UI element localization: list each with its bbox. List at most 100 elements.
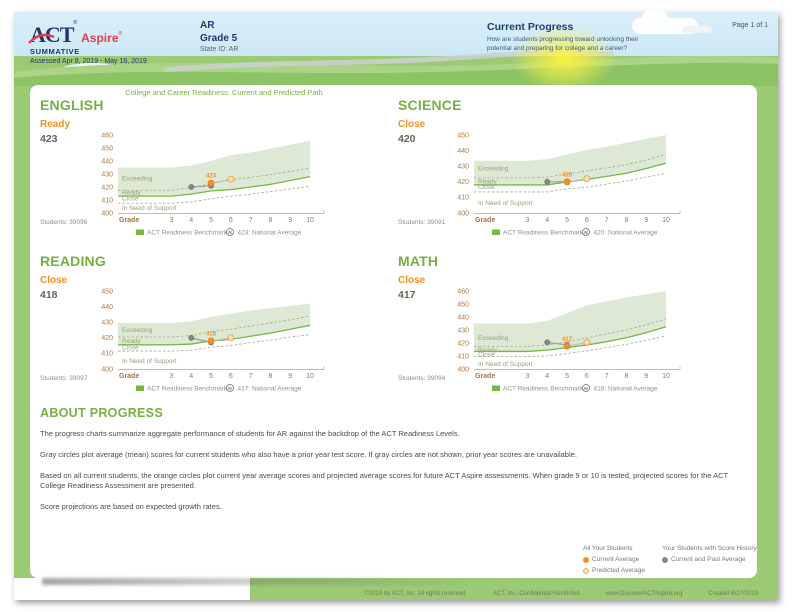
- svg-text:ACT Readiness Benchmark: ACT Readiness Benchmark: [147, 230, 228, 237]
- current-average-point: [207, 179, 215, 187]
- act-logo-text: ACT: [30, 22, 74, 47]
- benchmark-legend-swatch: [492, 385, 500, 391]
- grade-label: Grade 5: [200, 33, 238, 44]
- legend-label: Current and Past Average: [671, 556, 746, 563]
- national-average-icon: [582, 384, 590, 392]
- svg-text:460: 460: [457, 288, 469, 295]
- prior-average-point: [188, 334, 195, 341]
- svg-text:430: 430: [457, 164, 469, 171]
- subject-title: MATH: [398, 253, 439, 269]
- svg-text:5: 5: [209, 373, 213, 380]
- svg-text:430: 430: [101, 320, 113, 327]
- svg-text:In Need of Support: In Need of Support: [478, 361, 533, 368]
- prior-average-point: [188, 184, 195, 190]
- past-average-dot-icon: [662, 556, 668, 563]
- svg-text:440: 440: [457, 148, 469, 155]
- program-label: SUMMATIVE: [30, 47, 80, 56]
- svg-text:Exceeding: Exceeding: [122, 176, 153, 183]
- svg-text:420: 420: [457, 179, 469, 186]
- svg-text:Exceeding: Exceeding: [478, 335, 509, 342]
- svg-text:8: 8: [269, 373, 273, 380]
- svg-text:3: 3: [170, 217, 174, 224]
- readiness-level: Close: [398, 275, 426, 286]
- subject-title: ENGLISH: [40, 97, 104, 113]
- svg-text:450: 450: [457, 301, 469, 308]
- svg-text:9: 9: [644, 373, 648, 380]
- about-paragraph: Score projections are based on expected …: [40, 502, 222, 511]
- svg-text:N: N: [228, 386, 232, 392]
- svg-text:Ready: Ready: [122, 189, 142, 196]
- svg-text:5: 5: [565, 217, 569, 224]
- readiness-level: Close: [40, 275, 68, 286]
- svg-text:6: 6: [585, 373, 589, 380]
- panel-english: ENGLISH Ready 423 Students: 39096: [40, 97, 110, 226]
- current-average-point: [207, 337, 215, 345]
- svg-text:Grade: Grade: [475, 373, 495, 380]
- current-average-label: 418: [206, 331, 217, 337]
- svg-text:9: 9: [288, 217, 292, 224]
- predicted-average-point: [227, 175, 235, 183]
- svg-text:5: 5: [209, 217, 213, 224]
- readiness-band: [118, 140, 311, 197]
- svg-text:ACT Readiness Benchmark: ACT Readiness Benchmark: [503, 230, 584, 237]
- average-score: 417: [398, 289, 416, 301]
- legend-item: Current Average: [583, 556, 645, 563]
- assessed-dates: Assessed Apr 8, 2019 - May 16, 2019: [30, 58, 147, 65]
- svg-text:400: 400: [101, 210, 113, 217]
- svg-text:400: 400: [457, 210, 469, 217]
- readiness-level: Close: [398, 119, 426, 130]
- svg-text:6: 6: [229, 373, 233, 380]
- section-header: Current Progress How are students progre…: [487, 21, 645, 53]
- current-average-point: [563, 178, 571, 186]
- about-progress-section: ABOUT PROGRESS The progress charts summa…: [40, 406, 746, 523]
- benchmark-legend-swatch: [492, 229, 500, 235]
- students-count: Students: 39094: [398, 375, 446, 382]
- svg-text:420: 420: [101, 184, 113, 191]
- svg-text:Exceeding: Exceeding: [122, 327, 153, 334]
- prior-average-line: [547, 341, 568, 346]
- card-shadow: [42, 578, 488, 585]
- state-id: State ID: AR: [200, 46, 239, 53]
- svg-text:7: 7: [249, 373, 253, 380]
- registered-mark: ®: [73, 20, 78, 26]
- footer: ©2019 by ACT, Inc. All rights reserved. …: [250, 587, 758, 601]
- predicted-average-dot-icon: [583, 567, 589, 574]
- svg-text:Close: Close: [478, 184, 495, 191]
- svg-text:10: 10: [306, 373, 314, 380]
- current-average-label: 423: [206, 174, 217, 180]
- footer-created: Created 6/27/2019: [708, 591, 758, 597]
- predicted-average-point: [227, 334, 235, 342]
- svg-text:7: 7: [249, 217, 253, 224]
- svg-text:420: 420: [101, 335, 113, 342]
- national-average-icon: [582, 228, 590, 236]
- svg-text:450: 450: [101, 288, 113, 295]
- legend-group-title: All Your Students: [583, 545, 633, 552]
- svg-text:440: 440: [101, 304, 113, 311]
- subject-title: READING: [40, 253, 106, 269]
- svg-text:9: 9: [644, 217, 648, 224]
- svg-text:Ready: Ready: [478, 178, 498, 185]
- aspire-logo-text: Aspire: [81, 31, 119, 45]
- footer-confidential: ACT, Inc.-Confidential Restricted: [493, 591, 580, 597]
- predicted-average-point: [583, 338, 591, 346]
- svg-text:400: 400: [457, 366, 469, 373]
- svg-text:7: 7: [605, 373, 609, 380]
- predicted-average-point: [583, 175, 591, 183]
- current-average-dot-icon: [583, 556, 589, 563]
- svg-text:5: 5: [565, 373, 569, 380]
- svg-text:3: 3: [526, 373, 530, 380]
- svg-text:N: N: [584, 230, 588, 236]
- svg-text:410: 410: [457, 195, 469, 202]
- svg-text:3: 3: [170, 373, 174, 380]
- section-title: Current Progress: [487, 21, 574, 33]
- svg-text:410: 410: [457, 353, 469, 360]
- readiness-band: [118, 303, 311, 345]
- students-count: Students: 39097: [40, 375, 88, 382]
- svg-text:N: N: [584, 386, 588, 392]
- legend-label: Predicted Average: [592, 567, 645, 574]
- svg-text:Exceeding: Exceeding: [478, 166, 509, 173]
